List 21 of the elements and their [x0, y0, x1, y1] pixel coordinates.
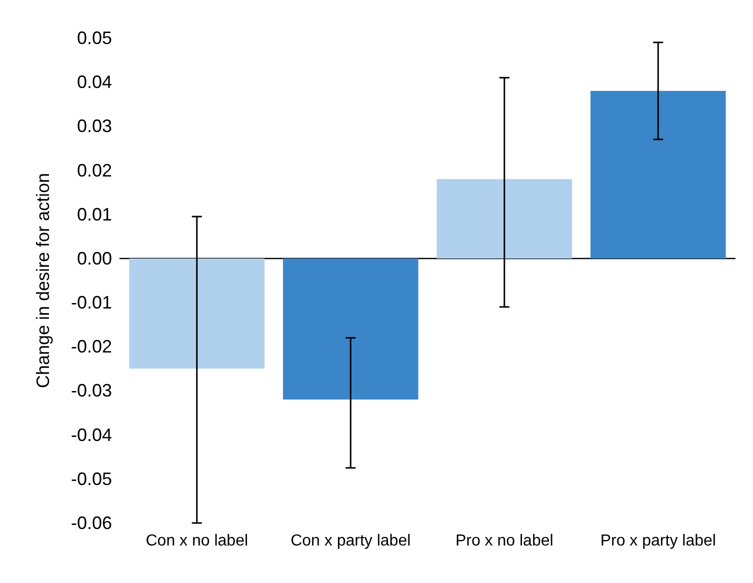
- y-tick-label: -0.05: [70, 468, 112, 489]
- x-tick-label: Con x party label: [290, 532, 411, 550]
- y-tick-label: -0.03: [70, 380, 112, 401]
- bar: [436, 179, 572, 258]
- bar: [282, 258, 418, 400]
- y-tick-label: -0.04: [70, 424, 112, 445]
- bar: [590, 90, 726, 258]
- y-tick-label: 0.03: [76, 116, 112, 136]
- y-tick-label: 0.01: [76, 204, 112, 224]
- y-tick-label: 0.04: [76, 72, 112, 92]
- y-tick-label: -0.01: [70, 292, 112, 313]
- x-tick-label: Pro x no label: [455, 532, 554, 550]
- y-tick-label: -0.02: [70, 336, 112, 357]
- bar: [129, 258, 265, 369]
- y-tick-label: 0.05: [76, 28, 112, 48]
- y-tick-label: 0.02: [76, 160, 112, 180]
- y-axis-title: Change in desire for action: [33, 172, 53, 388]
- y-tick-label: -0.06: [70, 513, 112, 533]
- x-tick-label: Pro x party label: [600, 532, 716, 550]
- x-tick-label: Con x no label: [146, 532, 248, 550]
- y-tick-label: 0.00: [76, 248, 112, 268]
